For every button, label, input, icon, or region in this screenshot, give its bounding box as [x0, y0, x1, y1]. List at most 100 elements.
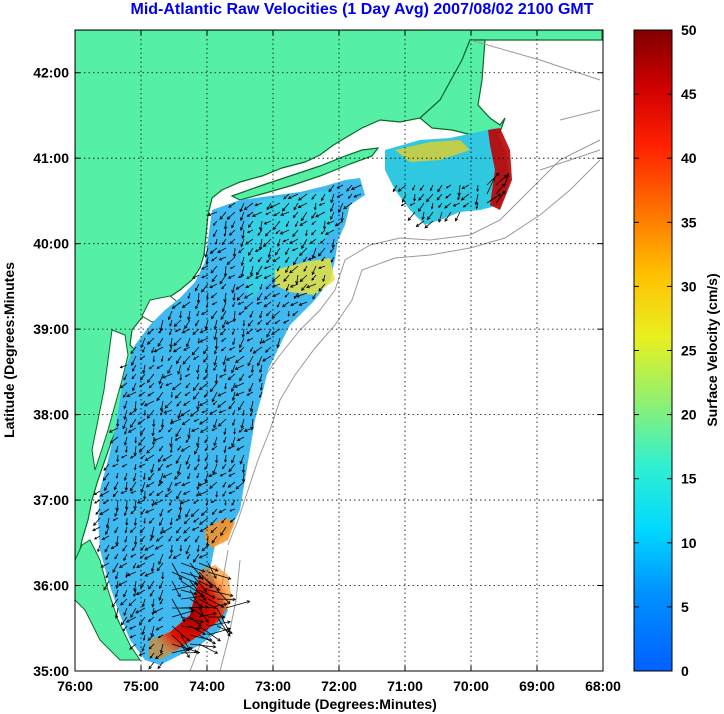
- velocity-arrow-head: [173, 323, 178, 327]
- velocity-arrow: [180, 634, 190, 650]
- velocity-arrow-head: [229, 593, 234, 598]
- velocity-arrow-head: [318, 266, 322, 269]
- velocity-arrow: [237, 436, 245, 441]
- velocity-arrow: [130, 607, 137, 618]
- velocity-arrow-head: [152, 442, 156, 446]
- velocity-arrow: [248, 373, 254, 378]
- velocity-arrow-head: [138, 653, 142, 656]
- velocity-arrow-head: [277, 268, 280, 272]
- velocity-arrow-head: [242, 413, 245, 417]
- velocity-arrow: [125, 571, 128, 578]
- outer-banks: [75, 539, 141, 661]
- velocity-arrow: [142, 346, 146, 353]
- velocity-arrow: [175, 517, 182, 521]
- velocity-arrow: [136, 562, 146, 568]
- velocity-arrow: [176, 400, 182, 407]
- map-title: Mid-Atlantic Raw Velocities (1 Day Avg) …: [130, 1, 594, 18]
- velocity-arrow-head: [147, 393, 151, 397]
- velocity-arrow-head: [142, 350, 145, 353]
- velocity-arrow-head: [445, 185, 449, 189]
- velocity-arrow-head: [174, 329, 178, 333]
- velocity-arrow-head: [174, 482, 178, 486]
- velocity-arrow-head: [159, 448, 162, 452]
- velocity-arrow: [436, 193, 443, 201]
- velocity-arrow-head: [175, 460, 179, 465]
- velocity-arrow-head: [276, 305, 280, 308]
- velocity-arrow: [274, 211, 281, 216]
- velocity-arrow-head: [170, 395, 173, 398]
- velocity-arrow-head: [97, 549, 100, 553]
- velocity-arrow: [418, 202, 425, 212]
- velocity-arrow-head: [274, 251, 279, 256]
- velocity-arrow-head: [250, 349, 253, 353]
- velocity-arrow-head: [118, 564, 123, 568]
- velocity-arrow: [119, 562, 128, 568]
- velocity-arrow-head: [199, 329, 204, 334]
- velocity-arrow: [176, 526, 182, 534]
- velocity-arrow-head: [176, 530, 180, 534]
- velocity-arrow: [196, 310, 200, 316]
- velocity-arrow-head: [240, 217, 244, 222]
- velocity-arrow-head: [200, 619, 205, 624]
- velocity-arrow: [225, 319, 236, 325]
- velocity-arrow-head: [187, 368, 190, 372]
- velocity-arrow-head: [169, 332, 172, 336]
- velocity-arrow-head: [146, 450, 150, 454]
- velocity-arrow: [152, 598, 155, 607]
- velocity-arrow: [272, 220, 281, 230]
- velocity-arrow-head: [265, 313, 269, 317]
- velocity-arrow: [248, 247, 254, 256]
- velocity-arrow: [180, 562, 205, 573]
- velocity-arrow: [144, 571, 155, 577]
- velocity-arrow-head: [243, 428, 248, 432]
- velocity-arrow-head: [204, 467, 207, 470]
- velocity-arrow: [171, 544, 173, 553]
- velocity-arrow-head: [179, 315, 183, 319]
- velocity-arrow-head: [181, 304, 186, 308]
- velocity-arrow-head: [285, 224, 289, 228]
- velocity-arrow: [140, 427, 146, 436]
- velocity-arrow-head: [392, 188, 396, 193]
- velocity-arrow-head: [175, 538, 179, 542]
- velocity-arrow-head: [211, 258, 215, 262]
- velocity-arrow: [152, 607, 155, 615]
- velocity-arrow-head: [105, 531, 109, 536]
- velocity-arrow-head: [233, 384, 238, 388]
- velocity-arrow: [146, 445, 155, 454]
- velocity-arrow: [197, 544, 200, 552]
- velocity-arrow: [149, 643, 155, 650]
- velocity-arrow: [230, 265, 236, 269]
- velocity-arrow-head: [194, 539, 198, 543]
- velocity-arrow-head: [123, 442, 128, 446]
- velocity-arrow: [245, 238, 254, 245]
- velocity-arrow: [231, 328, 236, 335]
- velocity-arrow-head: [185, 343, 190, 348]
- velocity-arrow-head: [123, 477, 127, 481]
- velocity-arrow: [257, 355, 263, 366]
- velocity-arrow-head: [225, 321, 230, 325]
- velocity-arrow: [301, 238, 308, 249]
- velocity-arrow-head: [150, 469, 154, 474]
- velocity-arrow-head: [255, 275, 259, 279]
- velocity-arrow: [224, 382, 227, 389]
- velocity-arrow-head: [143, 403, 148, 407]
- velocity-arrow: [238, 400, 245, 411]
- velocity-arrow: [234, 382, 245, 388]
- velocity-arrow: [173, 346, 182, 353]
- velocity-arrow-head: [315, 214, 319, 218]
- velocity-arrow-head: [400, 203, 404, 207]
- velocity-arrow: [219, 373, 227, 378]
- velocity-arrow-head: [204, 458, 208, 462]
- y-tick-label: 36:00: [33, 578, 69, 594]
- velocity-arrow: [250, 265, 254, 276]
- velocity-arrow: [231, 364, 236, 373]
- velocity-arrow-head: [241, 334, 245, 338]
- velocity-arrow: [214, 319, 218, 330]
- velocity-arrow-head: [131, 376, 135, 380]
- velocity-arrow-head: [115, 576, 119, 580]
- velocity-arrow: [116, 499, 119, 511]
- velocity-arrow-head: [201, 266, 205, 270]
- velocity-arrow: [135, 607, 146, 614]
- velocity-arrow-head: [293, 296, 297, 299]
- velocity-arrow-head: [282, 207, 286, 212]
